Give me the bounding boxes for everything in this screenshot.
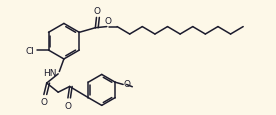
- Text: O: O: [104, 17, 112, 26]
- Text: HN: HN: [44, 69, 57, 78]
- Text: O: O: [65, 101, 72, 110]
- Text: O: O: [124, 80, 131, 89]
- Text: O: O: [40, 98, 47, 106]
- Text: Cl: Cl: [26, 46, 35, 55]
- Text: O: O: [94, 6, 100, 15]
